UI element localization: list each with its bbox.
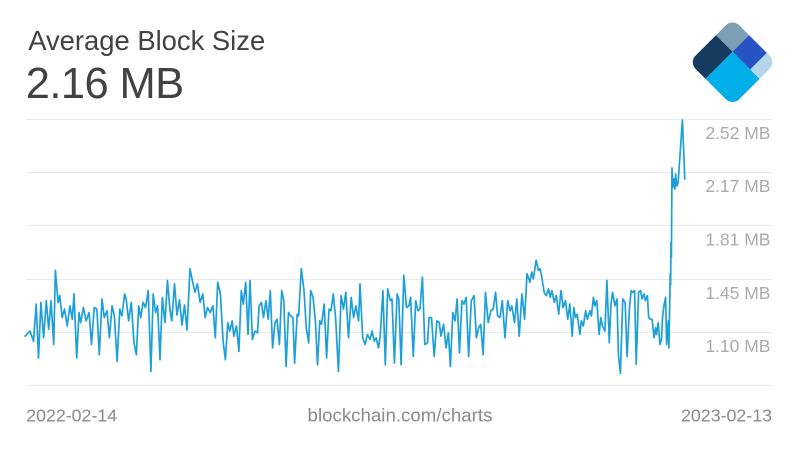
svg-text:1.45 MB: 1.45 MB	[705, 283, 770, 303]
svg-text:2023-02-13: 2023-02-13	[681, 406, 772, 426]
svg-text:2022-02-14: 2022-02-14	[26, 406, 117, 426]
svg-text:2.17 MB: 2.17 MB	[705, 176, 770, 196]
svg-text:1.81 MB: 1.81 MB	[705, 230, 770, 250]
svg-text:2.16 MB: 2.16 MB	[26, 60, 184, 108]
svg-text:blockchain.com/charts: blockchain.com/charts	[308, 405, 493, 426]
svg-text:2.52 MB: 2.52 MB	[705, 123, 770, 143]
svg-text:1.10 MB: 1.10 MB	[705, 336, 770, 356]
svg-text:Average Block Size: Average Block Size	[28, 25, 265, 56]
